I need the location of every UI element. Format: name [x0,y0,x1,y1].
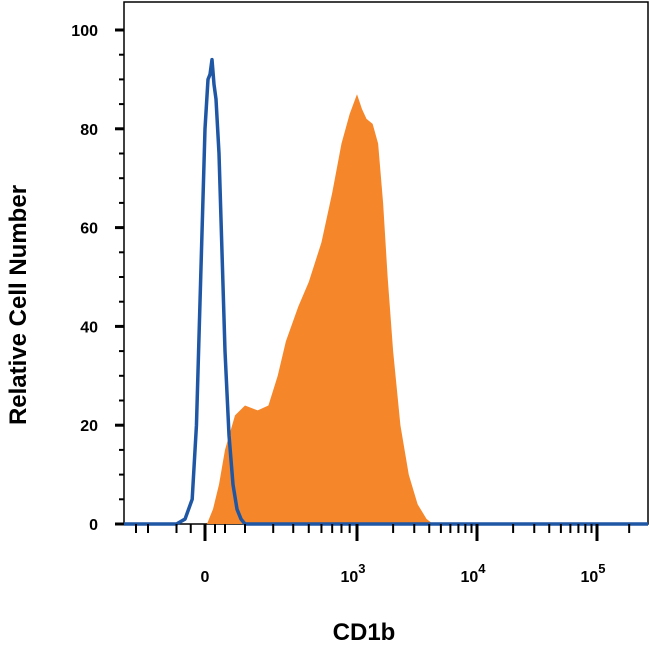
x-axis-title: CD1b [333,619,396,646]
y-tick-label: 60 [80,221,98,238]
x-tick-exponent: 5 [598,561,605,576]
y-tick-label: 100 [71,23,98,40]
x-tick-label: 105 [580,561,605,586]
y-tick-label: 40 [80,319,98,336]
series-layer [124,57,648,526]
x-tick-exponent: 3 [358,561,365,576]
series-outline-histogram [124,57,648,526]
x-tick-label: 104 [460,561,486,586]
y-axis-title: Relative Cell Number [5,185,32,425]
x-tick-label: 103 [340,561,365,586]
x-tick-exponent: 4 [478,561,486,576]
y-tick-label: 0 [89,517,98,534]
x-tick-label: 0 [201,569,210,586]
series-filled-histogram [207,94,441,524]
y-tick-label: 80 [80,122,98,139]
y-tick-label: 20 [80,418,98,435]
